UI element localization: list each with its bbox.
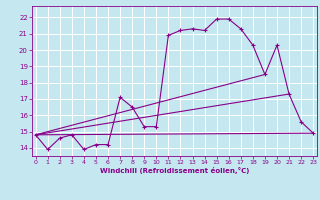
X-axis label: Windchill (Refroidissement éolien,°C): Windchill (Refroidissement éolien,°C) xyxy=(100,167,249,174)
